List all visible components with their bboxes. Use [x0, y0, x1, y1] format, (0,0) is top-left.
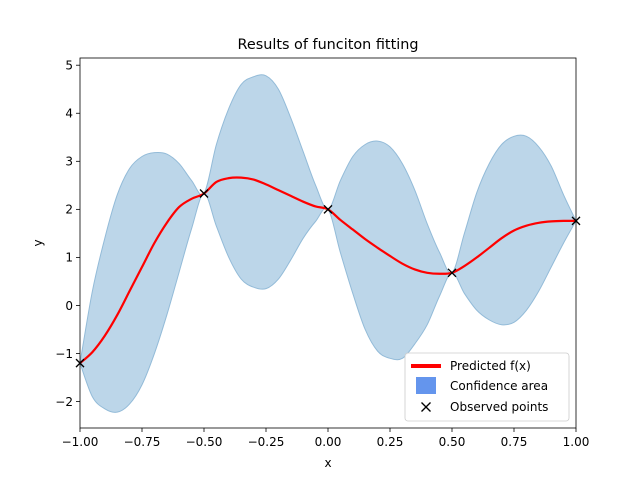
x-tick-label: 0.25 — [377, 435, 404, 449]
observed-point — [447, 268, 457, 278]
y-tick-label: −1 — [55, 347, 73, 361]
x-tick-label: −0.50 — [186, 435, 223, 449]
x-tick-label: −0.75 — [124, 435, 161, 449]
x-tick-label: 0.00 — [315, 435, 342, 449]
y-tick-label: 4 — [65, 107, 73, 121]
y-tick-label: 5 — [65, 59, 73, 73]
y-axis-label: y — [31, 239, 45, 246]
x-axis: −1.00 −0.75 −0.50 −0.25 0.00 0.25 0.50 0.75 1.00 — [62, 428, 590, 449]
x-tick-label: 0.75 — [501, 435, 528, 449]
legend-label-confidence: Confidence area — [450, 379, 548, 393]
legend-label-observed: Observed points — [450, 400, 548, 414]
x-tick-label: −0.25 — [248, 435, 285, 449]
legend: Predicted f(x) Confidence area Observed … — [404, 352, 570, 422]
y-axis: −2 −1 0 1 2 3 4 5 — [55, 59, 80, 409]
legend-marker-swatch — [421, 402, 431, 412]
y-tick-label: −2 — [55, 395, 73, 409]
observed-point — [323, 204, 333, 214]
x-axis-label: x — [324, 456, 331, 470]
legend-box — [404, 352, 570, 422]
legend-area-swatch — [416, 377, 436, 394]
legend-label-predicted: Predicted f(x) — [450, 359, 531, 373]
y-tick-label: 2 — [65, 203, 73, 217]
x-tick-label: −1.00 — [62, 435, 99, 449]
y-tick-label: 0 — [65, 299, 73, 313]
x-tick-label: 0.50 — [439, 435, 466, 449]
y-tick-label: 1 — [65, 251, 73, 265]
y-tick-label: 3 — [65, 155, 73, 169]
chart-title: Results of funciton fitting — [238, 37, 419, 53]
observed-point — [199, 189, 209, 198]
x-tick-label: 1.00 — [563, 435, 590, 449]
